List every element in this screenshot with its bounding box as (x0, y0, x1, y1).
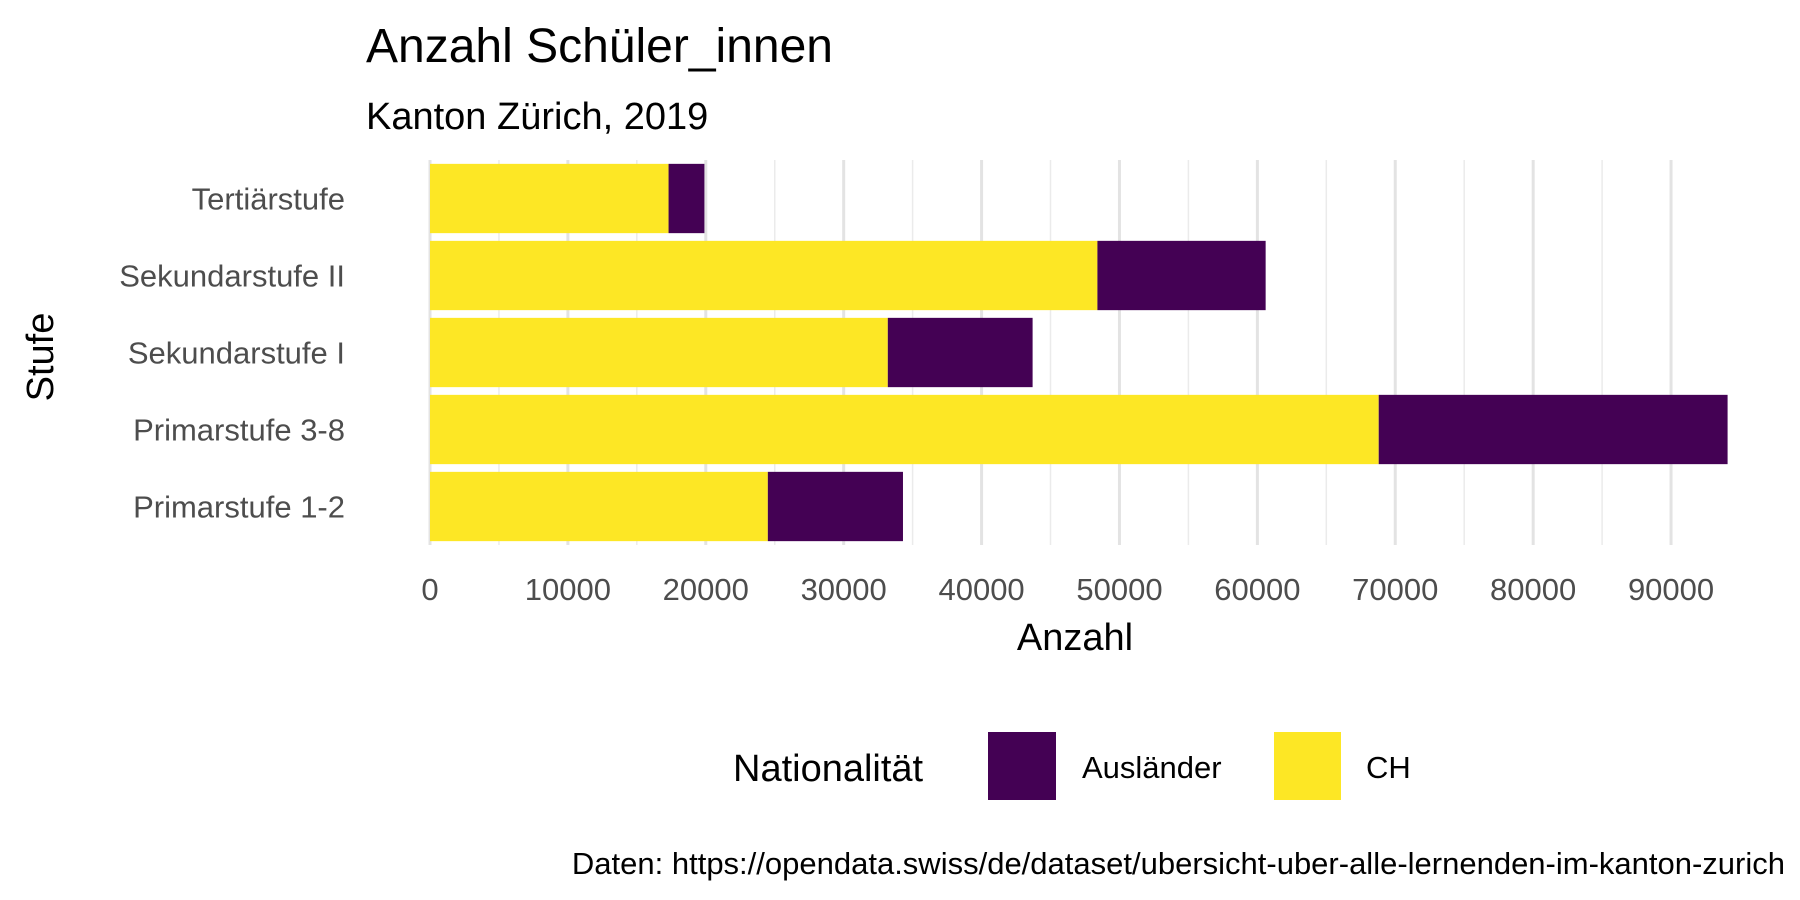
legend: Nationalität Ausländer CH (733, 732, 1411, 800)
y-axis-label: Stufe (20, 313, 62, 402)
bars (430, 163, 1728, 542)
x-tick-label: 80000 (1490, 572, 1576, 607)
legend-label-ch: CH (1366, 750, 1411, 785)
x-tick-label: 20000 (663, 572, 749, 607)
bar-auslaender (1097, 240, 1266, 311)
chart-caption: Daten: https://opendata.swiss/de/dataset… (572, 846, 1785, 881)
x-tick-label: 50000 (1076, 572, 1162, 607)
y-tick-label: Tertiärstufe (192, 182, 345, 217)
bar-ch (430, 163, 669, 234)
x-tick-label: 30000 (801, 572, 887, 607)
y-tick-label: Primarstufe 1-2 (133, 490, 345, 525)
x-tick-label: 60000 (1214, 572, 1300, 607)
bar-ch (430, 471, 768, 542)
chart-title: Anzahl Schüler_innen (366, 20, 833, 73)
x-tick-label: 10000 (525, 572, 611, 607)
legend-title: Nationalität (733, 748, 924, 790)
x-axis-ticks: 0 10000 20000 30000 40000 50000 60000 70000 8000… (421, 572, 1714, 607)
legend-swatch-auslaender (988, 732, 1056, 800)
x-axis-label: Anzahl (1017, 617, 1133, 659)
x-tick-label: 40000 (938, 572, 1024, 607)
y-tick-label: Sekundarstufe II (119, 259, 345, 294)
y-tick-label: Primarstufe 3-8 (133, 413, 345, 448)
bar-auslaender (887, 317, 1033, 388)
bar-ch (430, 240, 1098, 311)
chart-subtitle: Kanton Zürich, 2019 (366, 96, 708, 138)
x-tick-label: 70000 (1352, 572, 1438, 607)
legend-label-auslaender: Ausländer (1082, 750, 1222, 785)
bar-auslaender (668, 163, 705, 234)
x-tick-label: 0 (421, 572, 438, 607)
legend-swatch-ch (1274, 732, 1341, 800)
x-tick-label: 90000 (1628, 572, 1714, 607)
bar-auslaender (767, 471, 903, 542)
bar-ch (430, 317, 888, 388)
bar-auslaender (1378, 394, 1728, 465)
y-axis-ticks: Tertiärstufe Sekundarstufe II Sekundarstuf… (119, 182, 345, 525)
bar-ch (430, 394, 1379, 465)
y-tick-label: Sekundarstufe I (128, 336, 345, 371)
